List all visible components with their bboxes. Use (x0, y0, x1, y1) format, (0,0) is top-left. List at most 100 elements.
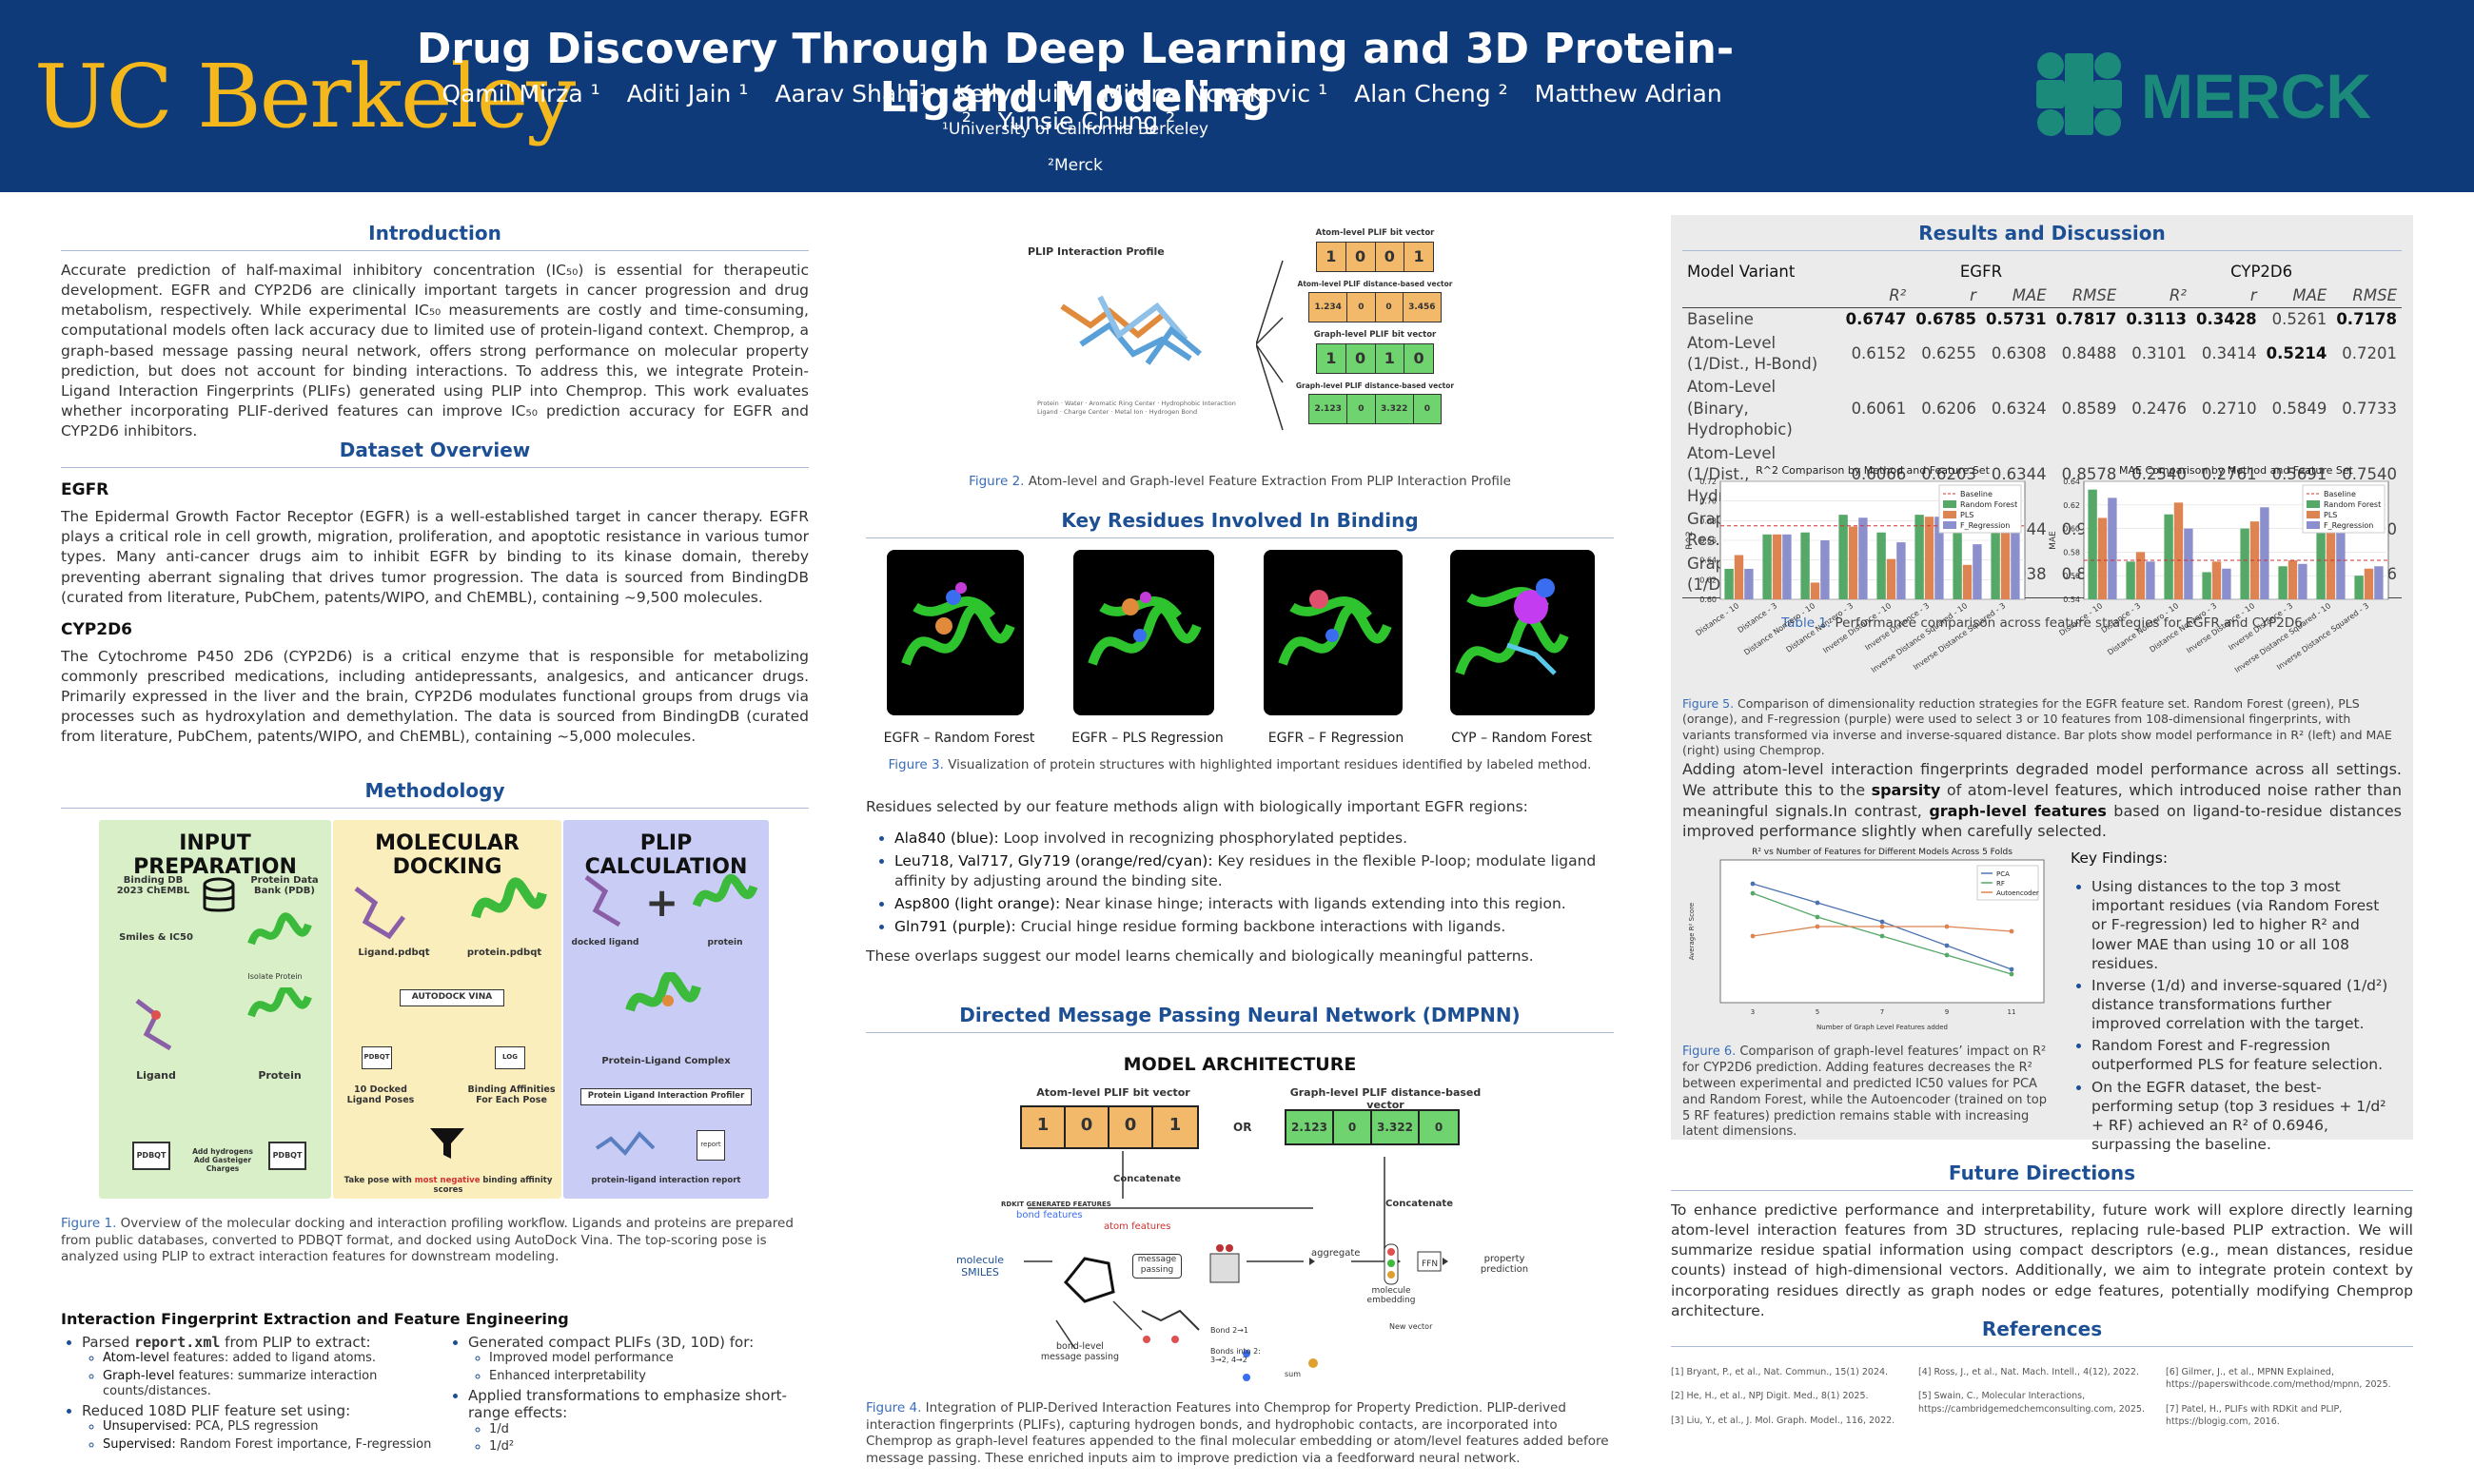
chart-title: R² vs Number of Features for Different M… (1752, 848, 2013, 857)
take-pose-label: Take pose with most negative binding aff… (344, 1176, 553, 1195)
complex-label: Protein-Ligand Complex (601, 1056, 731, 1066)
bond21-label: Bond 2→1 (1210, 1326, 1248, 1335)
table-row: Atom-Level (1/Dist., H-Bond) 0.6152 0.6255… (1687, 333, 2397, 373)
y-tick-label: 0.70 (1699, 498, 1717, 506)
bar (2364, 568, 2374, 599)
introduction-text: Accurate prediction of half-maximal inhi… (61, 262, 809, 439)
table-row: Baseline 0.6747 0.6785 0.5731 0.7817 0.3113 0.… (1687, 310, 2397, 329)
legend-swatch (2307, 511, 2320, 518)
data-point (1879, 919, 1885, 925)
egfr-subtitle: EGFR (61, 480, 109, 500)
residue-item: Ala840 (blue): Loop involved in recogniz… (894, 829, 1614, 849)
affiliation-2: ²Merck (1048, 156, 1103, 175)
atom-features-label: atom features (1104, 1221, 1171, 1232)
y-tick-label: 0.72 (1699, 478, 1717, 486)
future-title: Future Directions (1671, 1161, 2413, 1192)
x-tick-label: 11 (2008, 1008, 2016, 1016)
egfr-f-structure-image (1264, 550, 1403, 715)
bar (2097, 517, 2108, 599)
finding-item: On the EGFR dataset, the best-performing… (2091, 1078, 2398, 1155)
results-title: Results and Discussion (1682, 221, 2402, 252)
input-preparation-panel: INPUT PREPARATION Binding DB 2023 ChEMBL… (99, 820, 331, 1199)
data-point (1944, 952, 1950, 958)
y-tick-label: 0.62 (1699, 576, 1717, 584)
y-axis-label: Average R² Score (1688, 903, 1696, 960)
report-file-icon: report (697, 1130, 725, 1161)
concat-label-1: Concatenate (1113, 1174, 1181, 1184)
egfr-pls-structure-image (1073, 550, 1214, 715)
future-section: Future Directions To enhance predictive … (1671, 1161, 2413, 1321)
results-paragraph: Adding atom-level interaction fingerprin… (1682, 760, 2402, 841)
protein-label: Protein (258, 1069, 302, 1082)
bar (1962, 564, 1973, 599)
structure-label-2: EGFR – PLS Regression (1071, 731, 1224, 746)
dmpnn-graph-dist-vector: 2.123 0 3.322 0 (1285, 1109, 1460, 1145)
bar (2336, 522, 2346, 599)
bar (1838, 515, 1848, 599)
figure-2-caption: Figure 2. Atom-level and Graph-level Fea… (969, 474, 1511, 489)
rdkit-label: RDKIT GENERATED FEATURES (1001, 1201, 1111, 1208)
hydrogens-label: Add hydrogens Add Gasteiger Charges (192, 1147, 253, 1173)
residue-item: Gln791 (purple): Crucial hinge residue f… (894, 917, 1614, 937)
reference-item: [6] Gilmer, J., et al., MPNN Explained, … (2166, 1367, 2391, 1391)
author-name: Milena Novakovic ¹ (1102, 80, 1328, 107)
mae-bar-chart: MAE Comparison by Method and Feature Set… (2049, 464, 2389, 674)
legend-label: Autoencoder (1996, 889, 2039, 897)
molecular-docking-panel: MOLECULAR DOCKING Ligand.pdbqt protein.p… (333, 820, 561, 1199)
bar (2088, 489, 2097, 599)
finding-item: Random Forest and F-regression outperfor… (2091, 1036, 2398, 1074)
dmpnn-title: Directed Message Passing Neural Network … (866, 1003, 1614, 1034)
y-tick-label: 0.56 (2063, 572, 2080, 580)
bar (1876, 532, 1886, 599)
legend-swatch (1943, 521, 1956, 529)
chart-title: MAE Comparison by Method and Feature Set (2119, 464, 2354, 477)
isolate-label: Isolate Protein (247, 972, 303, 981)
feature-engineering-left: Parsed report.xml from PLIP to extract: … (61, 1334, 442, 1455)
author-name: Qamil Mirza ¹ (442, 80, 600, 107)
author-name: Aarav Shah ¹ (775, 80, 929, 107)
dataset-title: Dataset Overview (61, 438, 809, 469)
plip-calculation-title: PLIP CALCULATION (584, 831, 748, 879)
smiles-label: Smiles & IC50 (119, 932, 193, 943)
bar (2173, 502, 2184, 599)
data-point (1815, 900, 1820, 906)
data-point (1944, 943, 1950, 948)
bar (2260, 507, 2269, 599)
complex-icon (625, 972, 701, 1012)
references-section: References [1] Bryant, P., et al., Nat. … (1671, 1317, 2413, 1428)
author-name: Matthew Adrian ² (961, 80, 1722, 135)
bar (2249, 521, 2260, 599)
bar (1848, 526, 1858, 599)
x-tick-label: Inverse Distance - 10 (1821, 601, 1893, 654)
affiliation-1: ¹University of California Berkeley (942, 120, 1208, 139)
bar (2298, 563, 2307, 599)
bar (2316, 526, 2326, 599)
methodology-title: Methodology (61, 778, 809, 810)
y-tick-label: 0.64 (1699, 556, 1717, 565)
protein-pdbqt-icon (471, 877, 547, 919)
fig2-atom-bit-label: Atom-level PLIF bit vector (1315, 228, 1435, 238)
poster-title: Drug Discovery Through Deep Learning and… (416, 25, 1735, 122)
filter-icon (430, 1128, 464, 1159)
bar (2202, 572, 2211, 599)
fig2-graph-dist-vector: 2.123 0 3.322 0 (1308, 394, 1442, 424)
plip-interaction-image (1060, 295, 1202, 365)
x-axis-label: Number of Graph Level Features added (1816, 1024, 1948, 1031)
legend-label: Random Forest (2324, 500, 2381, 509)
plip-calculation-panel: PLIP CALCULATION + docked ligand protein… (563, 820, 769, 1199)
x-tick-label: Distance Nonzero - 3 (2148, 601, 2218, 654)
bar (2146, 561, 2155, 599)
x-tick-label: Distance - 10 (1694, 601, 1740, 637)
egfr-rf-structure-image (887, 550, 1024, 715)
database-icon (203, 877, 235, 912)
methodology-section: Methodology (61, 778, 809, 818)
svg-text:MERCK: MERCK (2141, 61, 2371, 131)
interaction-profile-icon (595, 1130, 656, 1157)
x-tick-label: Distance Nonzero - 10 (2106, 601, 2180, 656)
docked-poses-label: 10 Docked Ligand Poses (346, 1084, 415, 1105)
ffn-label: FFN (1422, 1259, 1439, 1269)
fig2-atom-dist-vector: 1.234 0 0 3.456 (1308, 292, 1442, 322)
bonds-into-label: Bonds into 2: 3→2, 4→2 (1210, 1347, 1261, 1364)
x-tick-label: Inverse Distance - 3 (2227, 601, 2294, 652)
